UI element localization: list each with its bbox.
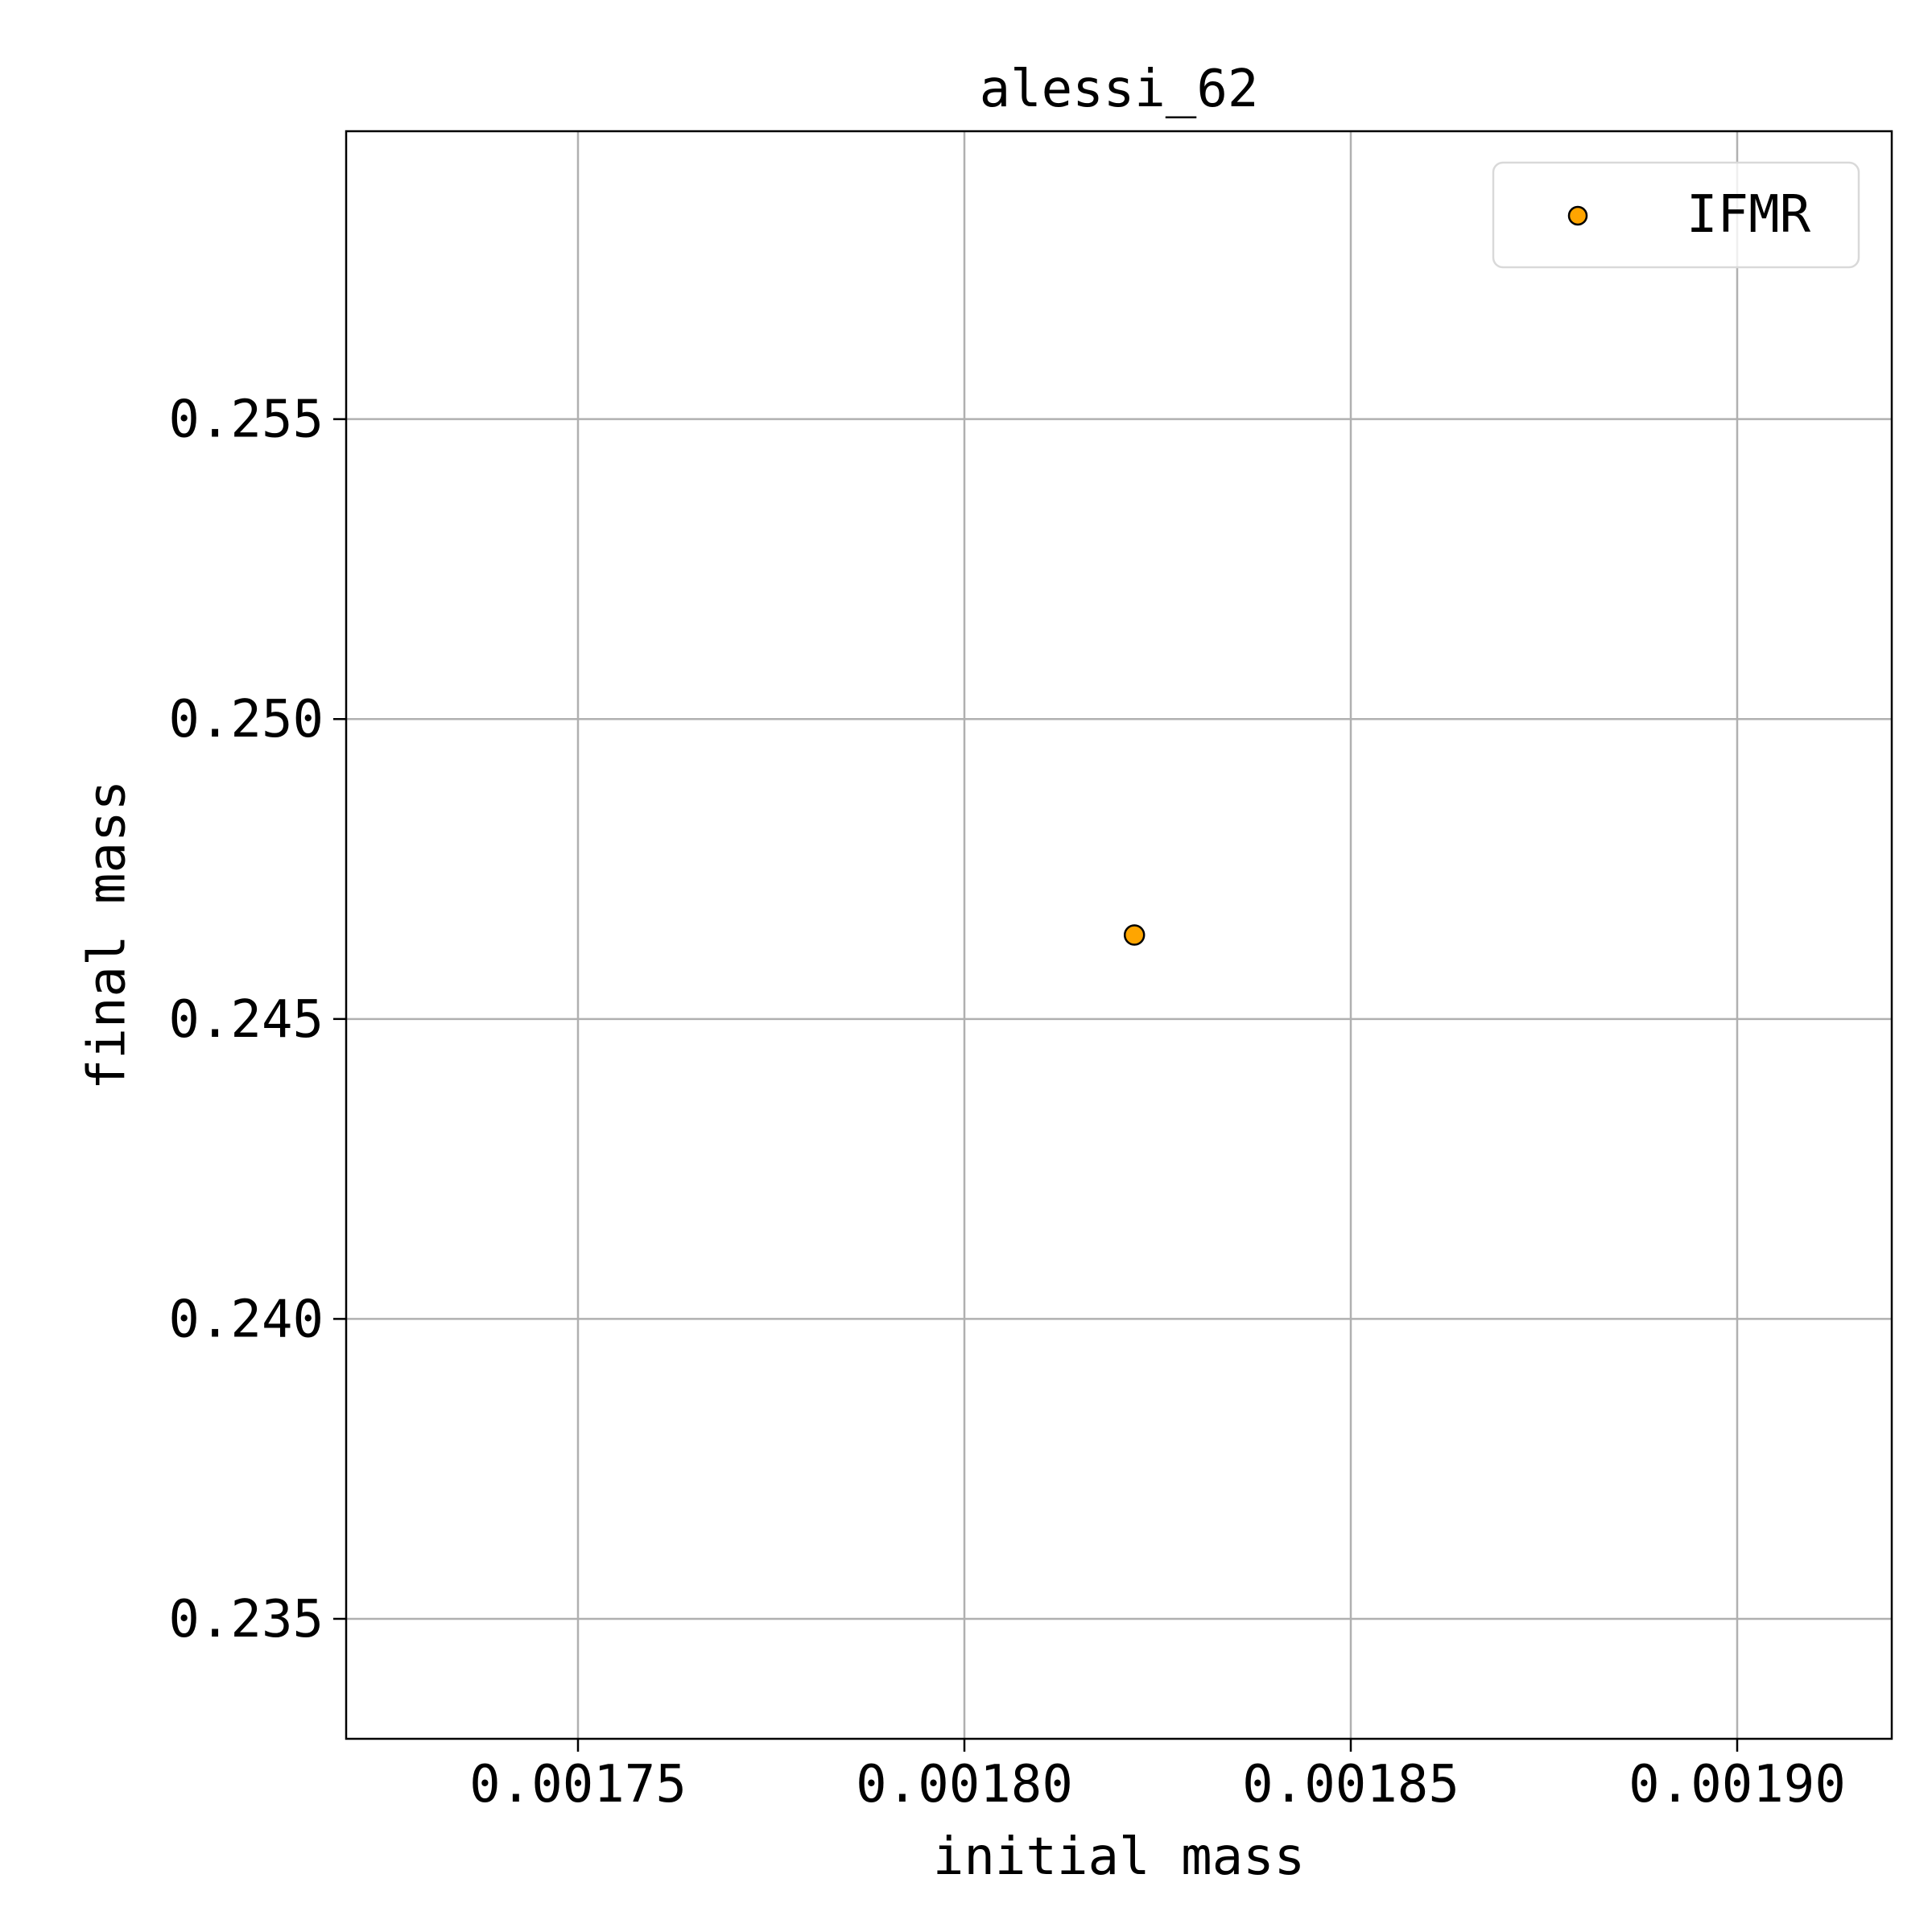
x-axis-label: initial mass	[933, 1827, 1305, 1887]
chart-title: alessi_62	[980, 60, 1259, 119]
y-tick-label: 0.240	[168, 1290, 324, 1349]
legend: IFMR	[1492, 161, 1860, 269]
x-tick-label: 0.00180	[856, 1755, 1073, 1814]
grid	[346, 131, 1892, 1739]
y-axis-label: final mass	[77, 780, 137, 1090]
legend-label-ifmr: IFMR	[1686, 185, 1811, 245]
plot-frame	[345, 130, 1893, 1740]
y-tick-label: 0.250	[168, 690, 324, 749]
x-tick-label: 0.00175	[469, 1755, 687, 1814]
legend-marker-ifmr	[1567, 205, 1588, 226]
y-axis-ticks: 0.235 0.240 0.245 0.250 0.255	[168, 390, 346, 1649]
y-tick-label: 0.255	[168, 390, 324, 450]
data-point	[1123, 924, 1146, 946]
x-tick-label: 0.00185	[1242, 1755, 1459, 1814]
x-tick-label: 0.00190	[1629, 1755, 1846, 1814]
y-tick-label: 0.245	[168, 990, 324, 1050]
legend-box	[1492, 161, 1860, 269]
y-tick-label: 0.235	[168, 1590, 324, 1649]
x-axis-ticks: 0.00175 0.00180 0.00185 0.00190	[469, 1739, 1846, 1814]
scatter-points	[1123, 924, 1146, 946]
